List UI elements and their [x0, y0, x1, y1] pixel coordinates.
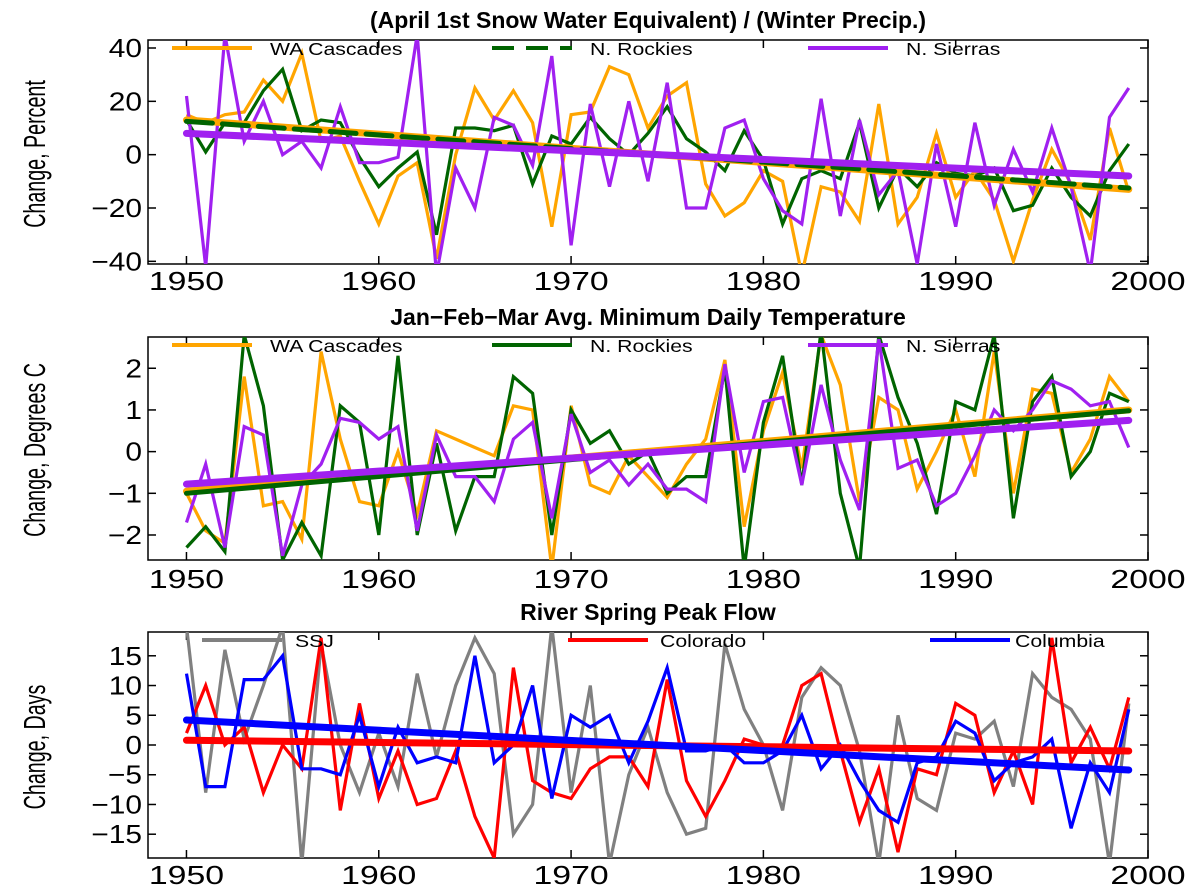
- x-tick-label: 1950: [149, 268, 224, 296]
- y-tick-label: −20: [91, 194, 142, 223]
- y-tick-label: 5: [125, 701, 142, 730]
- y-tick-label: −10: [91, 790, 142, 819]
- trend-line-n-sierras: [182, 129, 1133, 180]
- y-tick-label: 0: [125, 731, 142, 760]
- trend-line-n-sierras: [182, 416, 1133, 488]
- legend-label: Columbia: [1015, 631, 1105, 651]
- x-tick-label: 2000: [1110, 862, 1185, 885]
- x-tick-label: 1990: [918, 862, 993, 885]
- x-tick-label: 2000: [1110, 566, 1185, 594]
- y-axis-label: Change, Days: [19, 685, 52, 810]
- y-tick-label: 40: [109, 34, 142, 63]
- x-tick-label: 1960: [341, 268, 416, 296]
- panel-title: River Spring Peak Flow: [520, 599, 776, 625]
- x-tick-label: 1970: [533, 268, 608, 296]
- x-tick-label: 1990: [918, 268, 993, 296]
- y-tick-label: −40: [91, 247, 142, 276]
- x-tick-label: 1960: [341, 566, 416, 594]
- legend-label: N. Rockies: [590, 336, 693, 356]
- panel-1: (April 1st Snow Water Equivalent) / (Win…: [19, 7, 1186, 296]
- y-tick-label: −1: [108, 479, 142, 508]
- x-tick-label: 1970: [533, 566, 608, 594]
- x-tick-label: 1980: [726, 566, 801, 594]
- x-tick-label: 1950: [149, 862, 224, 885]
- trend-line-columbia: [182, 716, 1133, 774]
- series-line-columbia: [184, 652, 1131, 829]
- x-tick-label: 1980: [726, 268, 801, 296]
- legend-label: Colorado: [660, 631, 746, 651]
- x-tick-label: 1950: [149, 566, 224, 594]
- panel-title: (April 1st Snow Water Equivalent) / (Win…: [370, 7, 926, 33]
- panel-3: River Spring Peak Flow Change, Days 1950 19…: [19, 599, 1186, 890]
- series-line-ssj: [185, 632, 1131, 858]
- y-axis-label: Change, Degrees C: [19, 363, 52, 537]
- y-tick-label: 0: [125, 140, 142, 169]
- series-line-wa-cascades: [185, 47, 1131, 264]
- legend-label: SSJ: [295, 631, 334, 651]
- y-tick-label: 1: [125, 396, 142, 425]
- y-tick-label: 15: [109, 642, 142, 671]
- legend-label: N. Sierras: [906, 336, 1001, 356]
- plot-frame: [147, 39, 1149, 265]
- x-tick-label: 1960: [341, 862, 416, 885]
- y-tick-label: 20: [109, 87, 142, 116]
- panel-title: Jan−Feb−Mar Avg. Minimum Daily Temperatu…: [390, 304, 906, 330]
- y-tick-label: 2: [125, 354, 142, 383]
- y-tick-label: −5: [108, 761, 142, 790]
- plot-area: [182, 40, 1133, 264]
- legend-label: N. Rockies: [590, 39, 693, 59]
- legend-label: WA Cascades: [270, 336, 403, 356]
- plot-area: [182, 632, 1133, 858]
- x-tick-label: 1990: [918, 566, 993, 594]
- series-line-n-sierras: [184, 338, 1131, 557]
- y-tick-label: 0: [125, 437, 142, 466]
- y-tick-label: 10: [109, 671, 142, 700]
- x-tick-label: 1970: [533, 862, 608, 885]
- series-line-n-rockies: [185, 337, 1130, 560]
- panel-2: Jan−Feb−Mar Avg. Minimum Daily Temperatu…: [19, 304, 1186, 594]
- y-axis-label: Change, Percent: [19, 80, 52, 228]
- x-tick-label: 2000: [1110, 268, 1185, 296]
- legend-label: WA Cascades: [270, 39, 403, 59]
- plot-frame: [147, 336, 1149, 561]
- series-line-n-sierras: [184, 40, 1131, 264]
- series-line-colorado: [185, 637, 1131, 858]
- legend-label: N. Sierras: [906, 39, 1001, 59]
- y-tick-label: −2: [108, 521, 142, 550]
- plot-area: [182, 337, 1133, 560]
- x-tick-label: 1980: [726, 862, 801, 885]
- y-tick-label: −15: [91, 820, 142, 849]
